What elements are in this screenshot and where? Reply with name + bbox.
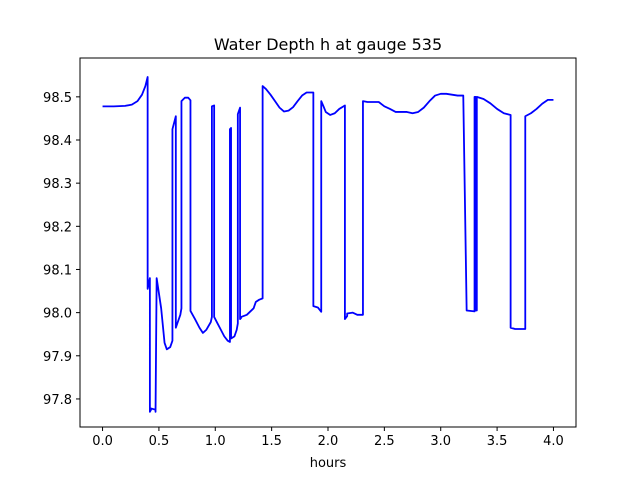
plot-area — [102, 76, 554, 413]
x-tick-label: 1.5 — [261, 434, 282, 449]
x-axis-label: hours — [310, 456, 347, 471]
chart-title: Water Depth h at gauge 535 — [214, 35, 442, 54]
x-tick-label: 3.0 — [430, 434, 451, 449]
x-tick-label: 1.0 — [205, 434, 226, 449]
x-axis: 0.0 0.5 1.0 1.5 2.0 2.5 3.0 3.5 4.0 — [92, 427, 564, 449]
y-tick-label: 98.0 — [43, 307, 72, 322]
y-tick-label: 98.3 — [43, 177, 72, 192]
x-tick-label: 0.5 — [149, 434, 170, 449]
y-tick-label: 98.2 — [43, 220, 72, 235]
y-tick-label: 98.4 — [43, 134, 72, 149]
y-tick-label: 97.8 — [43, 393, 72, 408]
x-tick-label: 2.0 — [318, 434, 339, 449]
y-tick-label: 97.9 — [43, 350, 72, 365]
series-line-0 — [102, 76, 554, 413]
x-tick-label: 0.0 — [92, 434, 113, 449]
x-tick-label: 3.5 — [487, 434, 508, 449]
y-tick-label: 98.1 — [43, 263, 72, 278]
x-tick-label: 2.5 — [374, 434, 395, 449]
y-tick-label: 98.5 — [43, 91, 72, 106]
y-axis: 97.8 97.9 98.0 98.1 98.2 98.3 98.4 98.5 — [43, 91, 80, 408]
x-tick-label: 4.0 — [543, 434, 564, 449]
